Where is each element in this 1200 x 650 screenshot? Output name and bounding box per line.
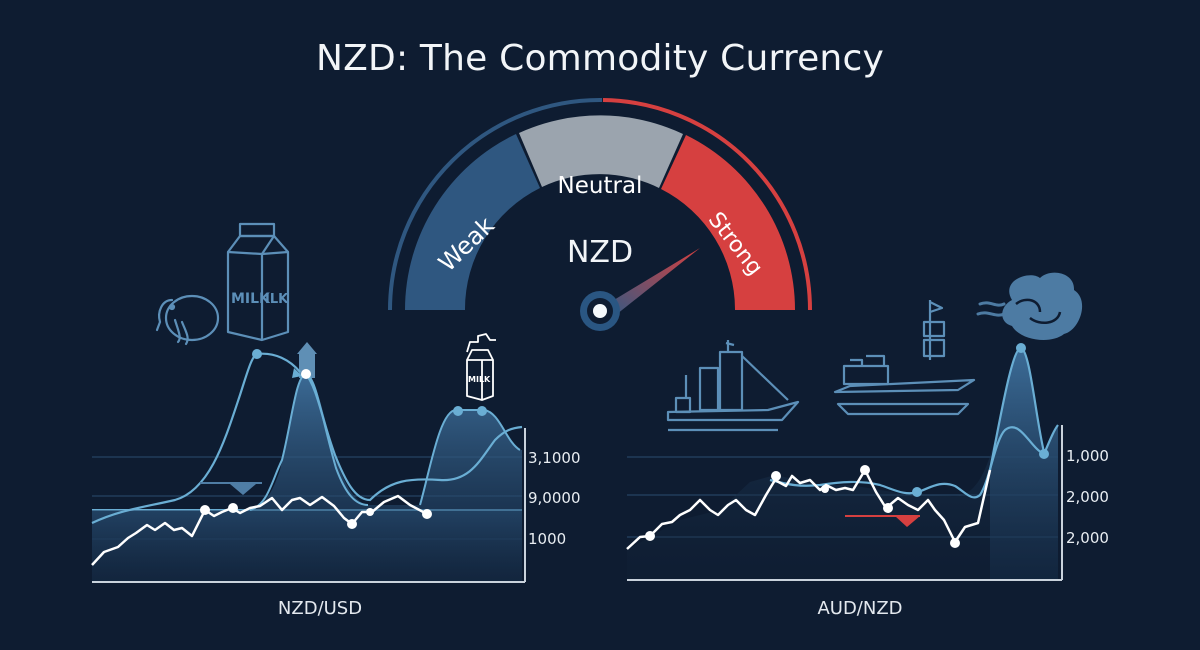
sentiment-gauge: Weak Neutral Strong NZD — [388, 97, 812, 331]
aud-nzd-ytick-1: 1,000 — [1066, 447, 1109, 465]
chart-aud-nzd — [626, 343, 1063, 581]
nzd-usd-white-line — [91, 494, 428, 566]
svg-text:MILK: MILK — [231, 291, 271, 307]
aud-nzd-caption: AUD/NZD — [817, 598, 903, 619]
sailing-ship-icon — [666, 340, 800, 432]
gauge-needle — [604, 248, 700, 318]
nzd-usd-ytick-3: 1000 — [528, 530, 567, 548]
gauge-hub-center — [593, 304, 607, 318]
aud-nzd-ytick-2: 2,000 — [1066, 488, 1109, 506]
nzd-usd-caption: NZD/USD — [277, 598, 363, 619]
gauge-segment-neutral — [519, 115, 683, 188]
page-title: NZD: The Commodity Currency — [316, 38, 884, 79]
gauge-segment-weak — [405, 134, 540, 310]
aud-nzd-area — [627, 348, 1058, 580]
nzd-usd-down-marker — [230, 484, 256, 495]
aud-nzd-down-marker — [895, 516, 920, 527]
milk-carton-icon: MILK ILK — [226, 222, 289, 342]
nzd-usd-ytick-2: 9,0000 — [528, 489, 581, 507]
gauge-center-label: NZD — [567, 235, 633, 270]
kiwi-bird-icon — [155, 294, 220, 346]
nzd-usd-area — [92, 374, 522, 582]
svg-text:MILK: MILK — [468, 375, 491, 384]
gauge-outer-arc-strong — [602, 98, 812, 311]
gauge-outer-arc-weak — [388, 97, 603, 311]
nzd-usd-blue-line — [91, 352, 523, 524]
wool-cloud-icon — [976, 272, 1083, 340]
nzd-usd-ytick-1: 3,1000 — [528, 449, 581, 467]
aud-nzd-blue-line — [769, 424, 1059, 499]
cargo-ship-icon — [833, 300, 976, 416]
milk-carton-small-icon: MILK — [466, 333, 496, 401]
chart-nzd-usd — [91, 349, 526, 583]
aud-nzd-ytick-3: 2,000 — [1066, 529, 1109, 547]
aud-nzd-white-line — [626, 468, 992, 550]
svg-text:ILK: ILK — [265, 292, 289, 307]
gauge-segment-strong — [661, 135, 795, 310]
gauge-label-neutral: Neutral — [558, 173, 643, 199]
